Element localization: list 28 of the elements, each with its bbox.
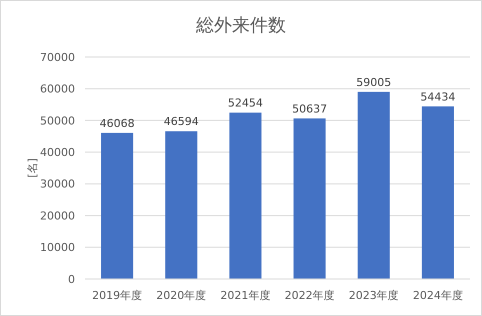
chart-title: 総外来件数 xyxy=(195,15,286,36)
y-tick-label: 60000 xyxy=(40,82,75,96)
data-label: 50637 xyxy=(292,102,328,116)
bar xyxy=(101,132,134,279)
bar xyxy=(422,106,454,279)
bar xyxy=(165,131,198,279)
data-label: 59005 xyxy=(356,76,392,89)
y-tick-label: 20000 xyxy=(40,209,75,222)
x-tick-label: 2023年度 xyxy=(348,289,399,302)
x-tick-label: 2021年度 xyxy=(220,289,270,302)
data-label: 52454 xyxy=(228,96,263,110)
x-tick-label: 2022年度 xyxy=(284,289,335,302)
bar xyxy=(294,118,326,279)
y-tick-label: 40000 xyxy=(40,146,75,159)
y-tick-label: 70000 xyxy=(40,50,75,64)
x-tick-label: 2019年度 xyxy=(92,289,142,302)
bar xyxy=(358,92,390,279)
y-tick-label: 30000 xyxy=(40,178,75,191)
data-label: 46594 xyxy=(164,115,199,128)
y-axis-title: [名] xyxy=(26,158,39,178)
y-tick-label: 10000 xyxy=(40,241,75,254)
x-tick-label: 2024年度 xyxy=(412,289,463,302)
data-label: 46068 xyxy=(100,116,135,130)
y-tick-label: 0 xyxy=(68,272,75,286)
y-tick-label: 50000 xyxy=(40,114,75,128)
x-tick-label: 2020年度 xyxy=(156,289,206,302)
bar xyxy=(229,112,262,279)
data-label: 54434 xyxy=(420,90,456,104)
